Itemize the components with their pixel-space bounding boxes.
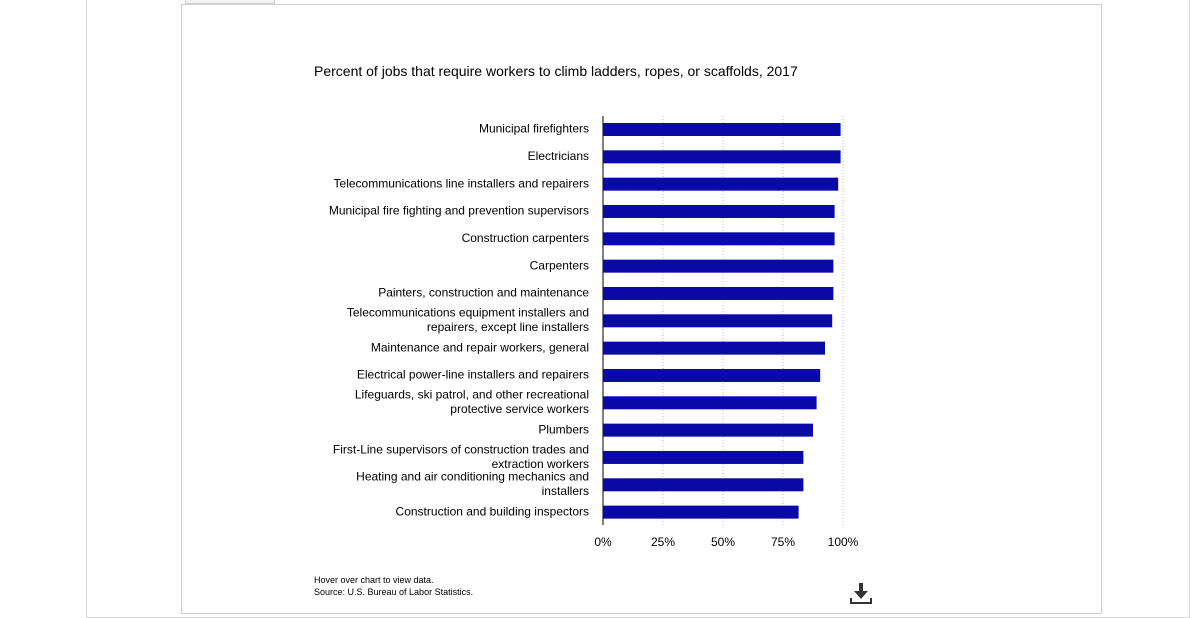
source-note: Source: U.S. Bureau of Labor Statistics.	[314, 587, 474, 597]
bar[interactable]: Electricians: 99%	[603, 150, 841, 164]
x-tick-label: 100%	[828, 535, 859, 549]
category-label: Lifeguards, ski patrol, and other recrea…	[355, 388, 589, 402]
category-label: Telecommunications line installers and r…	[334, 176, 589, 190]
category-label: extraction workers	[492, 457, 589, 471]
bar[interactable]: Construction and building inspectors: 81…	[603, 505, 799, 519]
bar[interactable]: Lifeguards, ski patrol, and other recrea…	[603, 396, 817, 410]
bar[interactable]: Painters, construction and maintenance: …	[603, 286, 834, 300]
category-label: Telecommunications equipment installers …	[347, 306, 589, 320]
hover-hint: Hover over chart to view data.	[314, 575, 434, 585]
bar[interactable]: Heating and air conditioning mechanics a…	[603, 478, 804, 492]
bar[interactable]: First-Line supervisors of construction t…	[603, 450, 804, 464]
bar[interactable]: Municipal firefighters: 99%	[603, 123, 841, 136]
category-label: Electrical power-line installers and rep…	[357, 368, 589, 382]
category-label: Municipal firefighters	[479, 122, 589, 136]
category-label: Construction and building inspectors	[396, 504, 589, 518]
category-label: protective service workers	[450, 402, 589, 416]
category-label: repairers, except line installers	[427, 320, 589, 334]
category-label: installers	[542, 484, 589, 498]
category-label: Electricians	[528, 149, 589, 163]
bar[interactable]: Telecommunications equipment installers …	[603, 314, 833, 328]
category-label: Painters, construction and maintenance	[378, 286, 589, 300]
chart-title: Percent of jobs that require workers to …	[314, 63, 798, 79]
x-tick-label: 75%	[771, 535, 795, 549]
category-label: Carpenters	[530, 258, 589, 272]
panel-tab[interactable]	[185, 0, 275, 4]
bar[interactable]: Municipal fire fighting and prevention s…	[603, 204, 835, 218]
bar[interactable]: Electrical power-line installers and rep…	[603, 368, 821, 382]
category-label: Heating and air conditioning mechanics a…	[356, 470, 589, 484]
bar[interactable]: Plumbers: 87.5%	[603, 423, 813, 437]
category-label: Construction carpenters	[462, 231, 589, 245]
category-label: Maintenance and repair workers, general	[371, 340, 589, 354]
category-label: Plumbers	[538, 422, 589, 436]
bar[interactable]: Maintenance and repair workers, general:…	[603, 341, 825, 355]
download-icon[interactable]	[848, 580, 874, 606]
x-tick-label: 50%	[711, 535, 735, 549]
bar[interactable]: Construction carpenters: 96.5%	[603, 232, 835, 246]
category-label: First-Line supervisors of construction t…	[333, 442, 589, 456]
chart-panel	[181, 4, 1102, 614]
category-label: Municipal fire fighting and prevention s…	[329, 204, 589, 218]
x-tick-label: 25%	[651, 535, 675, 549]
bar[interactable]: Telecommunications line installers and r…	[603, 177, 839, 191]
x-tick-label: 0%	[594, 535, 612, 549]
bar[interactable]: Carpenters: 96%	[603, 259, 834, 273]
